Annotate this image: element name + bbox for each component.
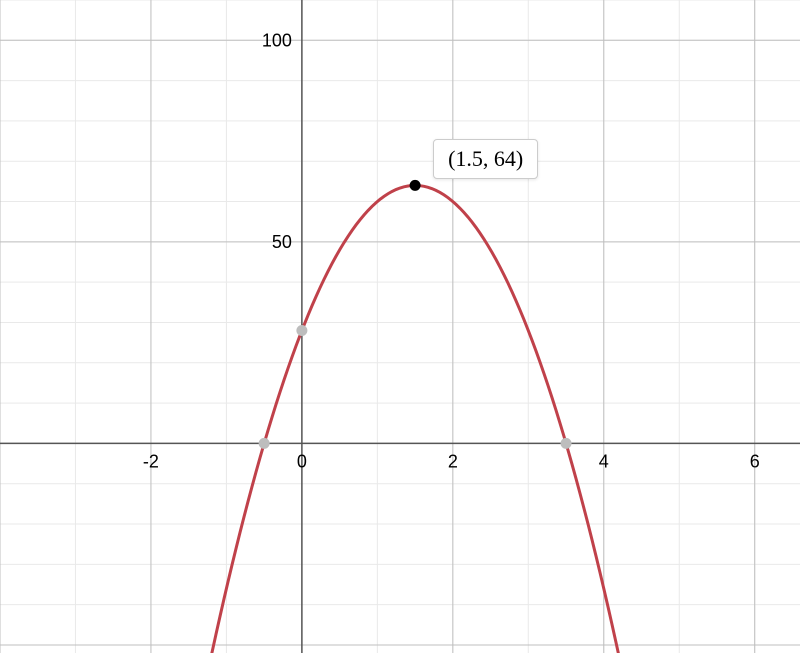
marker-point — [561, 438, 571, 448]
x-tick-label: -2 — [143, 451, 159, 471]
x-tick-label: 2 — [448, 451, 458, 471]
vertex-tooltip: (1.5, 64) — [433, 139, 538, 179]
y-tick-label: 50 — [272, 232, 292, 252]
chart-svg: -2 0 2 4 6 50 100 — [0, 0, 800, 653]
parabola-chart: -2 0 2 4 6 50 100 (1.5, 64) — [0, 0, 800, 653]
x-tick-label: 4 — [599, 451, 609, 471]
x-tick-label: 0 — [297, 451, 307, 471]
vertex-point — [410, 180, 420, 190]
y-tick-label: 100 — [262, 30, 292, 50]
marker-point — [259, 438, 269, 448]
x-tick-label: 6 — [750, 451, 760, 471]
chart-background — [0, 0, 800, 653]
marker-point — [297, 326, 307, 336]
